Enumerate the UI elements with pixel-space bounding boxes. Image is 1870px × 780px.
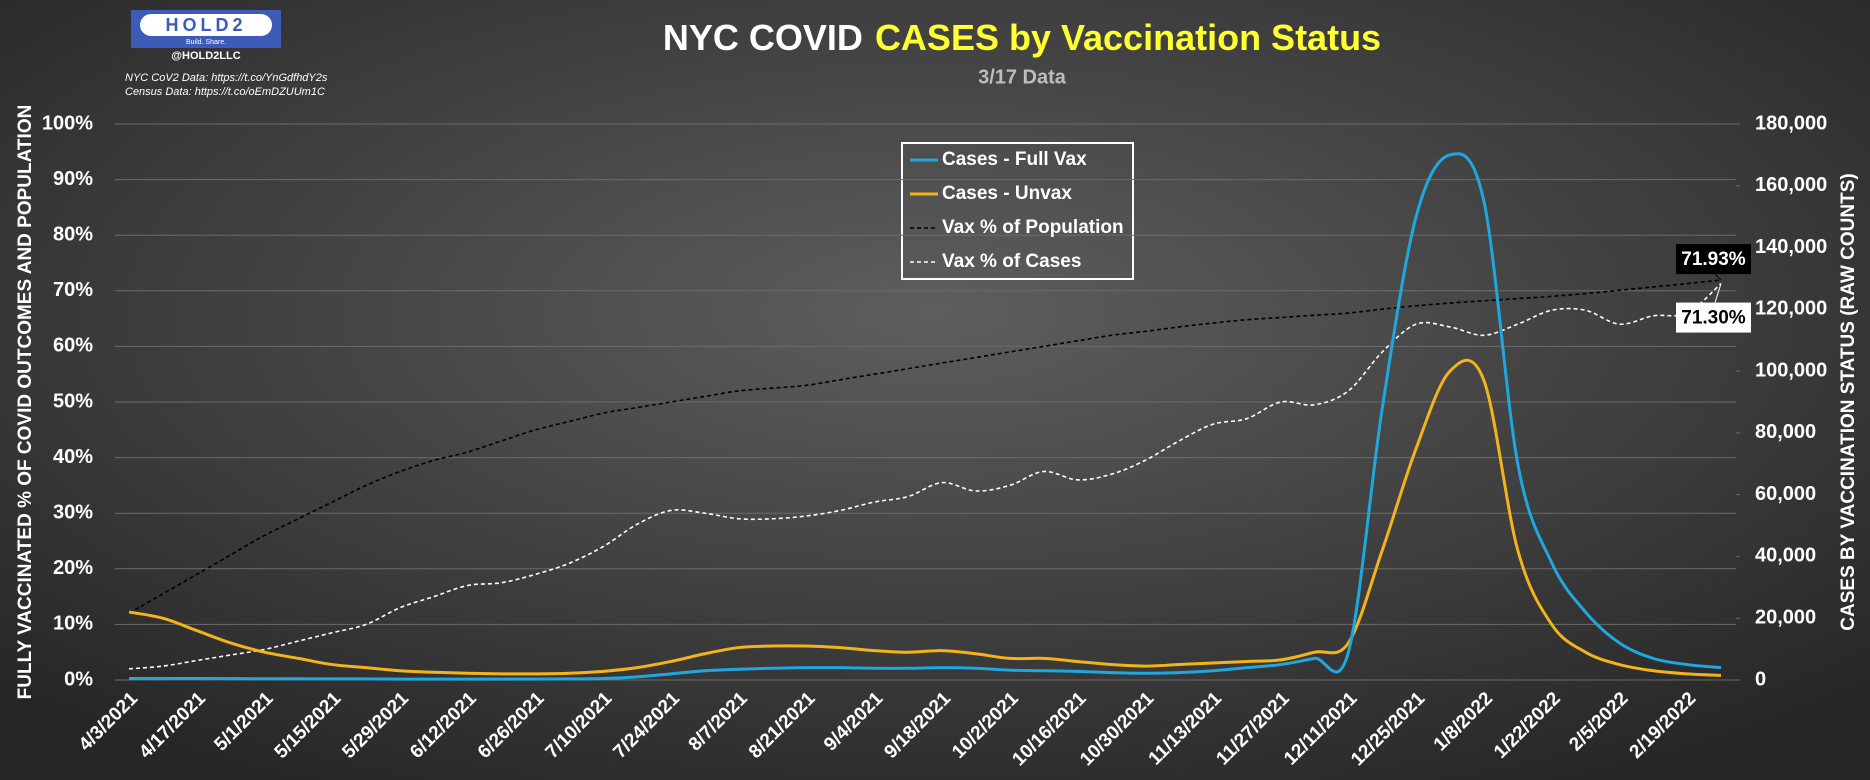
y-tick-label: 30% [53, 501, 93, 523]
y-axis-title: FULLY VACCINATED % OF COVID OUTCOMES AND… [15, 105, 36, 700]
label-connector [1714, 283, 1722, 303]
series-line [129, 152, 1722, 681]
logo-name: HOLD2 [165, 15, 246, 35]
legend-box [901, 142, 1134, 280]
value-label-box [1676, 244, 1751, 275]
label-connector [1714, 273, 1722, 281]
y2-tick-label: 60,000 [1755, 483, 1816, 505]
y-tick-label: 80% [53, 223, 93, 245]
chart-subtitle: 3/17 Data [978, 66, 1067, 88]
value-label: 71.93% [1681, 249, 1746, 270]
logo-handle: @HOLD2LLC [171, 50, 240, 62]
legend-label: Cases - Unvax [942, 183, 1072, 204]
series-line [128, 358, 1722, 677]
y-tick-label: 70% [53, 279, 93, 301]
y-tick-label: 60% [53, 335, 93, 357]
y2-tick-label: 100,000 [1755, 359, 1827, 381]
y2-tick-label: 120,000 [1755, 298, 1827, 320]
legend-label: Vax % of Population [942, 217, 1124, 238]
title-highlight: CASES by Vaccination Status [875, 17, 1381, 58]
y-tick-label: 50% [53, 390, 93, 412]
y-tick-label: 10% [53, 613, 93, 635]
title-part: NYC COVID [663, 17, 863, 58]
source-note: Census Data: https://t.co/oEmDZUUm1C [125, 86, 325, 98]
chart-title: NYC COVID CASES by Vaccination Status [663, 17, 1381, 58]
logo-pill [140, 14, 272, 36]
legend-label: Vax % of Cases [942, 251, 1081, 272]
y-tick-label: 40% [53, 446, 93, 468]
y2-tick-label: 0 [1755, 668, 1766, 690]
y2-tick-label: 140,000 [1755, 236, 1827, 258]
y-tick-label: 90% [53, 168, 93, 190]
y2-tick-label: 160,000 [1755, 174, 1827, 196]
y2-tick-label: 80,000 [1755, 421, 1816, 443]
y2-tick-label: 20,000 [1755, 607, 1816, 629]
y-tick-label: 20% [53, 557, 93, 579]
y2-tick-label: 40,000 [1755, 545, 1816, 567]
value-label: 71.30% [1681, 308, 1746, 329]
series-line [128, 282, 1722, 670]
y-tick-label: 100% [42, 112, 93, 134]
source-note: NYC CoV2 Data: https://t.co/YnGdfhdY2s [125, 72, 328, 84]
logo-tagline: Build. Share. [186, 39, 226, 46]
series-line [128, 279, 1722, 614]
legend-label: Cases - Full Vax [942, 149, 1087, 170]
y2-tick-label: 180,000 [1755, 112, 1827, 134]
y-tick-label: 0% [64, 668, 93, 690]
y2-axis-title: CASES BY VACCINATION STATUS (RAW COUNTS) [1838, 173, 1859, 630]
value-label-box [1676, 302, 1751, 333]
